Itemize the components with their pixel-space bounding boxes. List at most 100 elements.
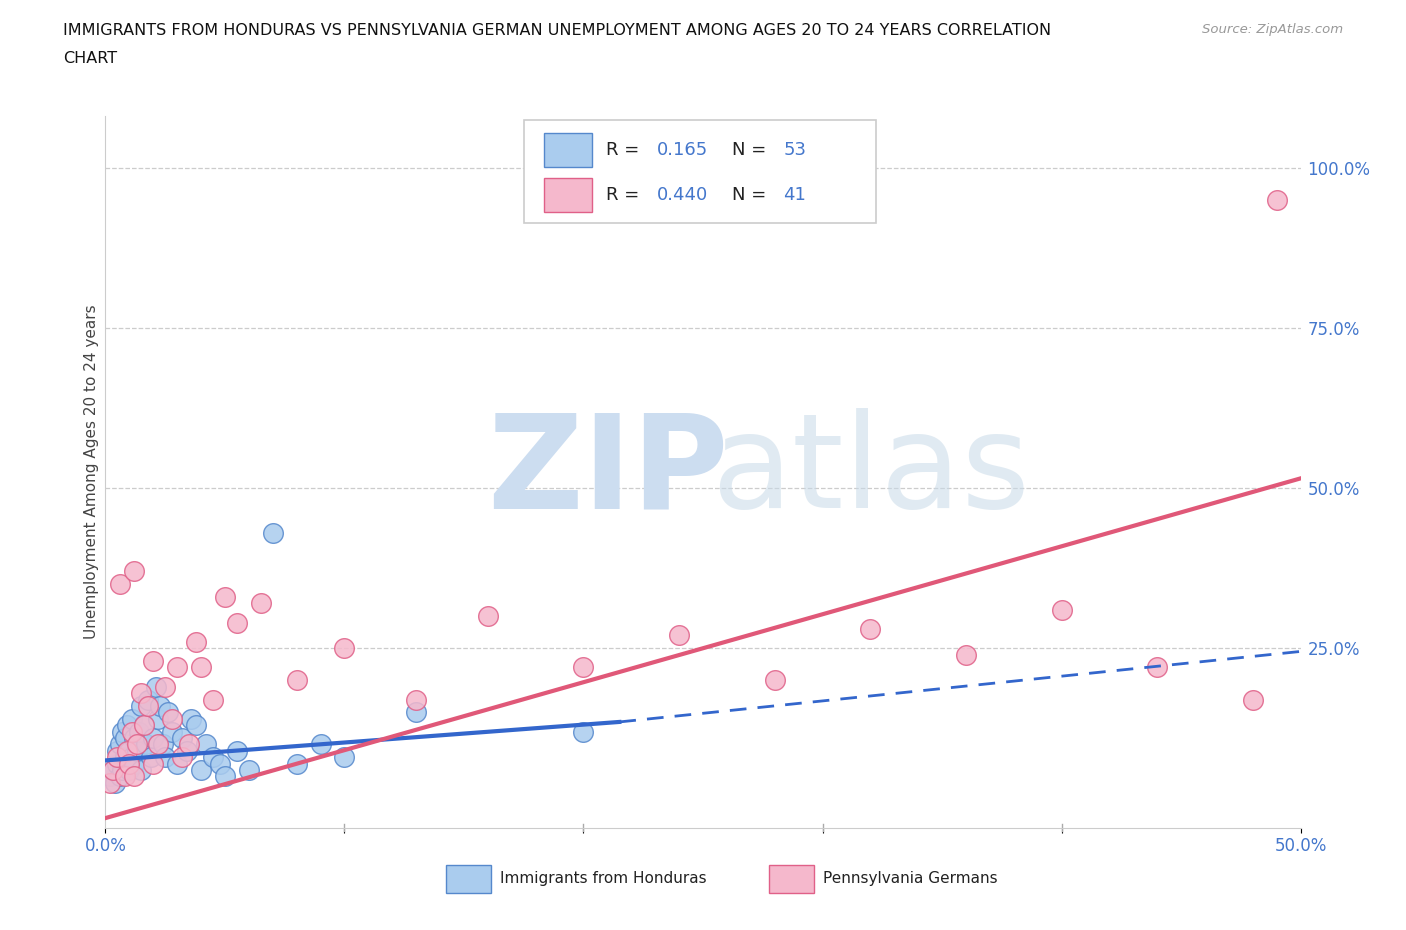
Point <box>115 743 138 758</box>
Point <box>118 763 141 777</box>
Text: Pennsylvania Germans: Pennsylvania Germans <box>823 871 997 886</box>
Point <box>118 743 141 758</box>
Text: N =: N = <box>731 141 772 159</box>
Point <box>98 769 121 784</box>
Point <box>166 756 188 771</box>
Point <box>122 756 145 771</box>
Point <box>121 724 143 739</box>
Point <box>118 756 141 771</box>
Point <box>405 705 427 720</box>
Point <box>114 731 136 746</box>
Point <box>146 711 169 726</box>
Point <box>152 737 174 751</box>
Point <box>238 763 260 777</box>
Point <box>285 756 308 771</box>
Point <box>125 743 148 758</box>
Y-axis label: Unemployment Among Ages 20 to 24 years: Unemployment Among Ages 20 to 24 years <box>83 305 98 639</box>
Point <box>668 628 690 643</box>
FancyBboxPatch shape <box>524 120 876 223</box>
Point <box>1265 193 1288 207</box>
Point <box>202 750 225 764</box>
Point <box>176 743 198 758</box>
Point <box>225 615 249 630</box>
Point <box>108 769 131 784</box>
Point <box>225 743 249 758</box>
Point <box>107 743 129 758</box>
Point <box>132 718 155 733</box>
Point <box>309 737 332 751</box>
FancyBboxPatch shape <box>769 865 814 893</box>
Point <box>190 763 212 777</box>
Point <box>107 750 129 764</box>
Point <box>132 718 155 733</box>
FancyBboxPatch shape <box>544 133 592 167</box>
Point <box>405 692 427 707</box>
Point <box>285 672 308 687</box>
Point <box>107 756 129 771</box>
Text: ZIP: ZIP <box>486 408 728 536</box>
Point <box>162 711 184 726</box>
Point <box>250 596 273 611</box>
Text: IMMIGRANTS FROM HONDURAS VS PENNSYLVANIA GERMAN UNEMPLOYMENT AMONG AGES 20 TO 24: IMMIGRANTS FROM HONDURAS VS PENNSYLVANIA… <box>63 23 1052 38</box>
Point <box>1146 660 1168 675</box>
Text: 0.165: 0.165 <box>657 141 707 159</box>
Text: R =: R = <box>606 186 645 205</box>
FancyBboxPatch shape <box>446 865 492 893</box>
FancyBboxPatch shape <box>544 179 592 212</box>
Point <box>153 750 177 764</box>
Point <box>138 698 160 713</box>
Point <box>114 769 136 784</box>
Point <box>170 750 193 764</box>
Text: CHART: CHART <box>63 51 117 66</box>
Point <box>180 711 202 726</box>
Point <box>139 750 162 764</box>
Point <box>142 731 165 746</box>
Point <box>115 718 138 733</box>
Point <box>149 698 172 713</box>
Point <box>108 737 131 751</box>
Point <box>333 641 356 656</box>
Point <box>763 672 786 687</box>
Point <box>122 564 145 578</box>
Point <box>101 763 124 777</box>
Point <box>138 692 160 707</box>
Point <box>194 737 217 751</box>
Point <box>115 756 138 771</box>
Text: 0.440: 0.440 <box>657 186 707 205</box>
Point <box>121 750 143 764</box>
Point <box>214 769 236 784</box>
Point <box>114 750 136 764</box>
Point <box>333 750 356 764</box>
Point <box>1050 603 1073 618</box>
Point <box>142 756 165 771</box>
Point <box>101 763 124 777</box>
Point <box>125 737 148 751</box>
Point <box>104 776 127 790</box>
Point <box>1241 692 1264 707</box>
Point <box>209 756 232 771</box>
Point <box>135 737 157 751</box>
Point <box>170 731 193 746</box>
Point <box>186 718 208 733</box>
Point <box>111 763 134 777</box>
Point <box>111 724 134 739</box>
Point <box>202 692 225 707</box>
Point <box>477 609 499 624</box>
Point <box>145 679 167 694</box>
Point <box>153 679 177 694</box>
Point <box>129 763 153 777</box>
Point <box>128 724 150 739</box>
Point <box>129 685 153 700</box>
Point <box>572 724 595 739</box>
Point <box>186 634 208 649</box>
Point <box>142 654 165 669</box>
Point <box>121 711 143 726</box>
Point <box>166 660 188 675</box>
Point <box>156 705 179 720</box>
Text: 53: 53 <box>783 141 806 159</box>
Text: atlas: atlas <box>711 408 1029 536</box>
Text: 41: 41 <box>783 186 806 205</box>
Point <box>122 731 145 746</box>
Point <box>190 660 212 675</box>
Text: N =: N = <box>731 186 772 205</box>
